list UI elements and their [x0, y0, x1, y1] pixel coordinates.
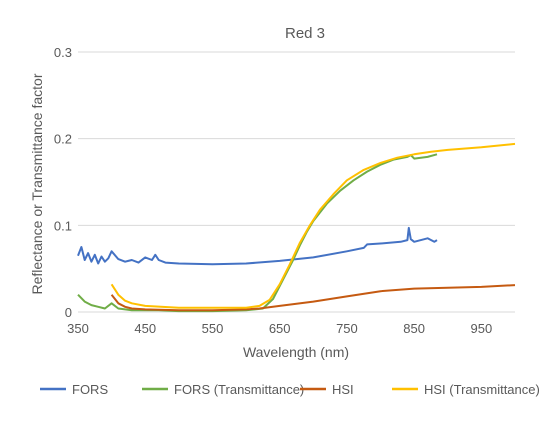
series-line-hsi	[110, 284, 516, 312]
legend-label: FORS (Transmittance)	[174, 382, 304, 397]
series-line-hsi-transmittance	[110, 142, 516, 309]
x-tick-label: 850	[403, 321, 425, 336]
legend-label: HSI	[332, 382, 354, 397]
y-tick-label: 0.1	[54, 218, 72, 233]
y-tick-label: 0.2	[54, 132, 72, 147]
series-line-fors-transmittance	[77, 153, 438, 313]
x-tick-label: 950	[471, 321, 493, 336]
y-axis-label: Reflectance or Transmittance factor	[29, 73, 45, 294]
x-tick-label: 750	[336, 321, 358, 336]
x-tick-label: 550	[202, 321, 224, 336]
x-axis-label: Wavelength (nm)	[243, 344, 349, 360]
series-line-fors	[77, 226, 438, 266]
x-tick-label: 450	[134, 321, 156, 336]
legend-label: HSI (Transmittance)	[424, 382, 540, 397]
x-tick-label: 650	[269, 321, 291, 336]
y-tick-label: 0	[65, 305, 72, 320]
y-tick-label: 0.3	[54, 45, 72, 60]
chart-title: Red 3	[285, 25, 325, 42]
legend-label: FORS	[72, 382, 108, 397]
x-tick-label: 350	[67, 321, 89, 336]
